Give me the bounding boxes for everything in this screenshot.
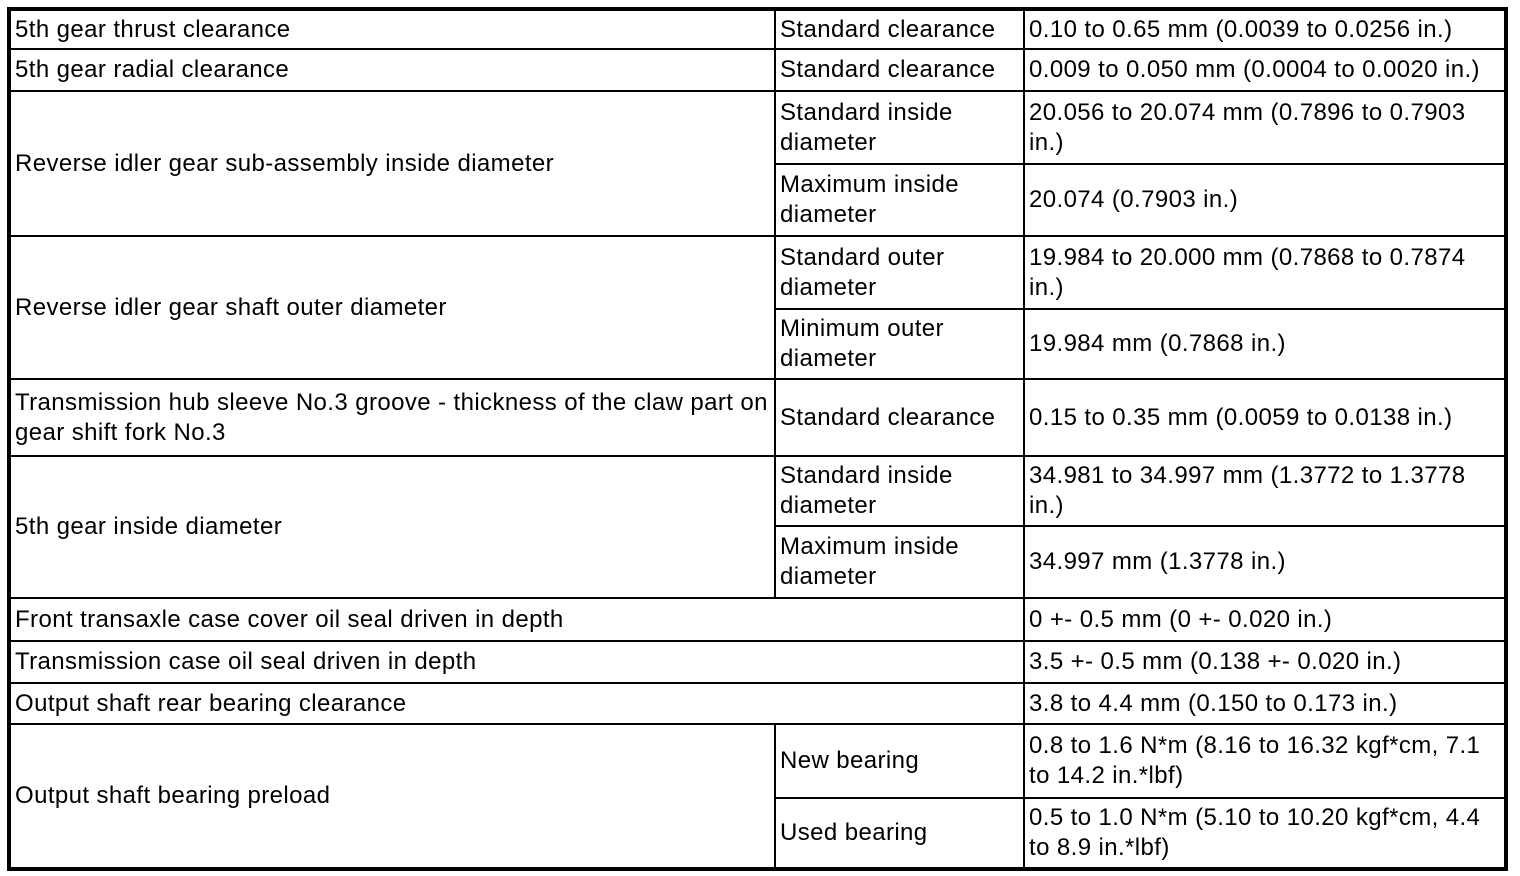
- spec-condition-cell: Minimum outer diameter: [774, 308, 1025, 380]
- table-subrow: Maximum inside diameter 34.997 mm (1.377…: [9, 525, 1507, 599]
- spec-label-cell: Reverse idler gear shaft outer diameter: [8, 235, 776, 380]
- spec-table: 5th gear thrust clearance Standard clear…: [7, 7, 1508, 871]
- table-row: 5th gear thrust clearance Standard clear…: [8, 8, 1507, 50]
- spec-value-cell: 0 +- 0.5 mm (0 +- 0.020 in.): [1023, 597, 1507, 642]
- table-row: 5th gear radial clearance Standard clear…: [8, 48, 1507, 92]
- table-row: Front transaxle case cover oil seal driv…: [8, 597, 1507, 642]
- spec-label-cell: Front transaxle case cover oil seal driv…: [8, 597, 1025, 642]
- spec-value-cell: 0.5 to 1.0 N*m (5.10 to 10.20 kgf*cm, 4.…: [1023, 797, 1507, 870]
- spec-value-cell: 20.056 to 20.074 mm (0.7896 to 0.7903 in…: [1023, 90, 1507, 165]
- table-subrow: Minimum outer diameter 19.984 mm (0.7868…: [9, 308, 1507, 380]
- spec-label-cell: Transmission case oil seal driven in dep…: [8, 640, 1025, 684]
- spec-value-cell: 0.10 to 0.65 mm (0.0039 to 0.0256 in.): [1023, 8, 1507, 50]
- spec-condition-cell: Used bearing: [774, 797, 1025, 870]
- spec-value-cell: 3.8 to 4.4 mm (0.150 to 0.173 in.): [1023, 682, 1507, 725]
- table-row: Transmission case oil seal driven in dep…: [8, 640, 1507, 684]
- table-row: Output shaft bearing preload New bearing…: [8, 723, 1507, 870]
- spec-condition-cell: Standard outer diameter: [774, 235, 1025, 310]
- spec-value-cell: 0.15 to 0.35 mm (0.0059 to 0.0138 in.): [1023, 378, 1507, 457]
- spec-label-cell: Reverse idler gear sub-assembly inside d…: [8, 90, 776, 237]
- spec-condition-cell: Maximum inside diameter: [774, 163, 1025, 237]
- table-subrow: Used bearing 0.5 to 1.0 N*m (5.10 to 10.…: [9, 797, 1507, 870]
- spec-value-cell: 19.984 mm (0.7868 in.): [1023, 308, 1507, 380]
- spec-condition-cell: Standard clearance: [774, 378, 1025, 457]
- spec-value-cell: 20.074 (0.7903 in.): [1023, 163, 1507, 237]
- table-row: Reverse idler gear sub-assembly inside d…: [8, 90, 1507, 237]
- spec-condition-cell: Standard inside diameter: [774, 90, 1025, 165]
- table-row: Reverse idler gear shaft outer diameter …: [8, 235, 1507, 380]
- spec-label-cell: 5th gear thrust clearance: [8, 8, 776, 50]
- spec-label-cell: Output shaft bearing preload: [8, 723, 776, 870]
- spec-value-cell: 34.997 mm (1.3778 in.): [1023, 525, 1507, 599]
- table-row: Transmission hub sleeve No.3 groove - th…: [8, 378, 1507, 457]
- spec-value-cell: 19.984 to 20.000 mm (0.7868 to 0.7874 in…: [1023, 235, 1507, 310]
- spec-label-cell: Output shaft rear bearing clearance: [8, 682, 1025, 725]
- spec-condition-cell: Maximum inside diameter: [774, 525, 1025, 599]
- spec-label-cell: 5th gear radial clearance: [8, 48, 776, 92]
- spec-value-cell: 34.981 to 34.997 mm (1.3772 to 1.3778 in…: [1023, 455, 1507, 527]
- spec-value-cell: 0.009 to 0.050 mm (0.0004 to 0.0020 in.): [1023, 48, 1507, 92]
- table-row: Output shaft rear bearing clearance 3.8 …: [8, 682, 1507, 725]
- spec-value-cell: 0.8 to 1.6 N*m (8.16 to 16.32 kgf*cm, 7.…: [1023, 723, 1507, 799]
- spec-condition-cell: New bearing: [774, 723, 1025, 799]
- spec-label-cell: 5th gear inside diameter: [8, 455, 776, 599]
- spec-condition-cell: Standard clearance: [774, 48, 1025, 92]
- spec-value-cell: 3.5 +- 0.5 mm (0.138 +- 0.020 in.): [1023, 640, 1507, 684]
- spec-label-cell: Transmission hub sleeve No.3 groove - th…: [8, 378, 776, 457]
- spec-condition-cell: Standard inside diameter: [774, 455, 1025, 527]
- spec-condition-cell: Standard clearance: [774, 8, 1025, 50]
- table-row: 5th gear inside diameter Standard inside…: [8, 455, 1507, 599]
- table-subrow: Maximum inside diameter 20.074 (0.7903 i…: [9, 163, 1507, 237]
